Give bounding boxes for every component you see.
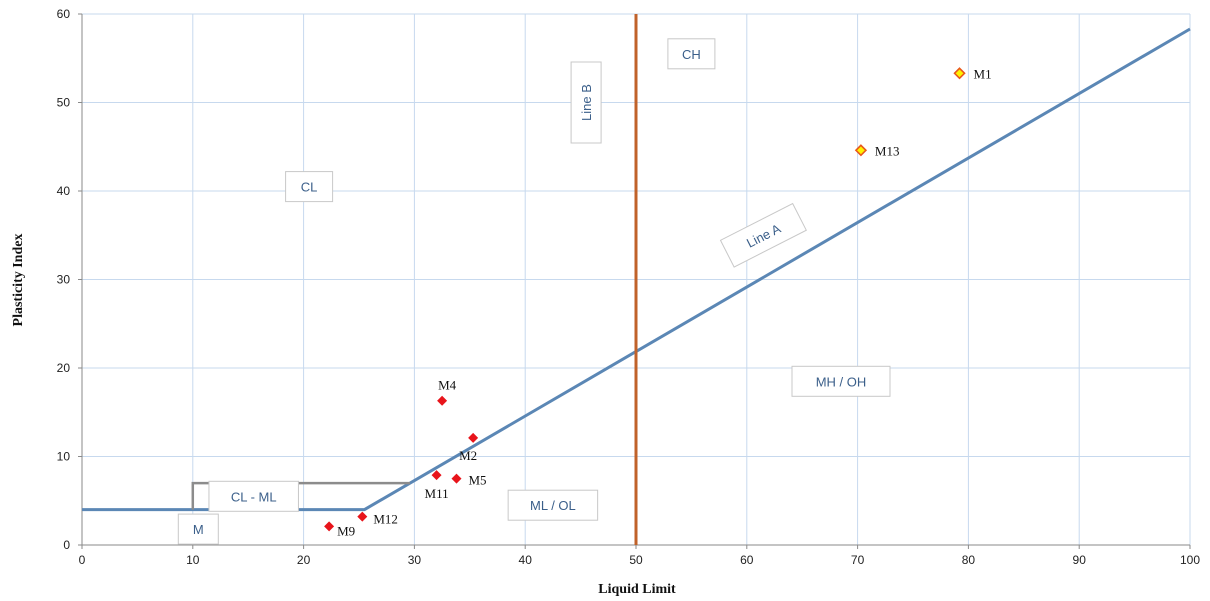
line-a — [82, 27, 1191, 512]
y-tick-label: 40 — [57, 184, 71, 198]
y-tick-label: 10 — [57, 450, 71, 464]
zone-label: Line A — [719, 202, 807, 268]
data-point-marker — [468, 432, 479, 443]
zone-label-box — [667, 38, 716, 70]
zone-label-text: Line B — [579, 84, 594, 121]
x-tick-label: 100 — [1180, 553, 1200, 567]
zone-label-box — [507, 489, 599, 521]
x-tick-label: 70 — [851, 553, 865, 567]
data-point-marker — [357, 511, 368, 522]
data-point-label: M9 — [337, 523, 355, 538]
zone-label-box — [177, 513, 219, 545]
y-tick-label: 50 — [57, 96, 71, 110]
y-tick-label: 60 — [57, 7, 71, 21]
zone-label-text: M — [193, 522, 204, 537]
zone-label-box — [719, 202, 807, 268]
data-point-marker — [854, 144, 868, 157]
zone-label-box — [791, 365, 891, 397]
zone-label: MH / OH — [791, 365, 891, 397]
zone-label: ML / OL — [507, 489, 599, 521]
data-point-label: M11 — [425, 486, 449, 501]
zone-label-box — [285, 171, 334, 203]
x-tick-label: 40 — [519, 553, 533, 567]
x-tick-label: 80 — [962, 553, 976, 567]
data-point-label: M2 — [459, 448, 477, 463]
chart-lines — [82, 14, 1191, 545]
data-point-marker — [953, 67, 966, 80]
data-point-marker — [431, 470, 442, 481]
zone-label-text: CH — [682, 47, 701, 62]
zone-label: CL - ML — [208, 480, 299, 512]
x-tick-label: 30 — [408, 553, 422, 567]
x-tick-label: 60 — [740, 553, 754, 567]
zone-label-text: CL - ML — [231, 489, 277, 504]
x-tick-label: 90 — [1073, 553, 1087, 567]
y-tick-label: 0 — [63, 538, 70, 552]
zone-labels: CL CH Line B Line A MH / OH ML / OL CL - ML M — [177, 38, 891, 545]
data-point-marker — [451, 473, 462, 484]
zone-label-text: ML / OL — [530, 498, 576, 513]
x-tick-label: 0 — [79, 553, 86, 567]
y-axis-label: Plasticity Index — [11, 234, 26, 327]
data-point-label: M5 — [469, 473, 487, 488]
y-tick-label: 20 — [57, 361, 71, 375]
data-point-marker — [437, 395, 448, 406]
x-axis-label: Liquid Limit — [598, 582, 676, 597]
zone-label-text: MH / OH — [816, 374, 867, 389]
data-point-marker — [324, 521, 335, 532]
zone-label: Line B — [570, 61, 602, 144]
x-tick-label: 10 — [186, 553, 200, 567]
cl-ml-boundary-line — [191, 481, 410, 510]
data-point-label: M12 — [373, 512, 398, 527]
data-points: M1 M13 M4 M2 M11 M5 M12 M9 — [324, 66, 992, 538]
zone-label: CL — [285, 171, 334, 203]
zone-label-text: CL — [301, 180, 318, 195]
x-tick-label: 50 — [629, 553, 643, 567]
y-tick-label: 30 — [57, 273, 71, 287]
x-tick-label: 20 — [297, 553, 311, 567]
data-point-label: M1 — [974, 66, 992, 81]
data-point-label: M13 — [875, 143, 900, 158]
data-point-label: M4 — [438, 378, 457, 393]
zone-label: CH — [667, 38, 716, 70]
zone-label-box — [570, 61, 602, 144]
zone-label: M — [177, 513, 219, 545]
zone-label-box — [208, 480, 299, 512]
